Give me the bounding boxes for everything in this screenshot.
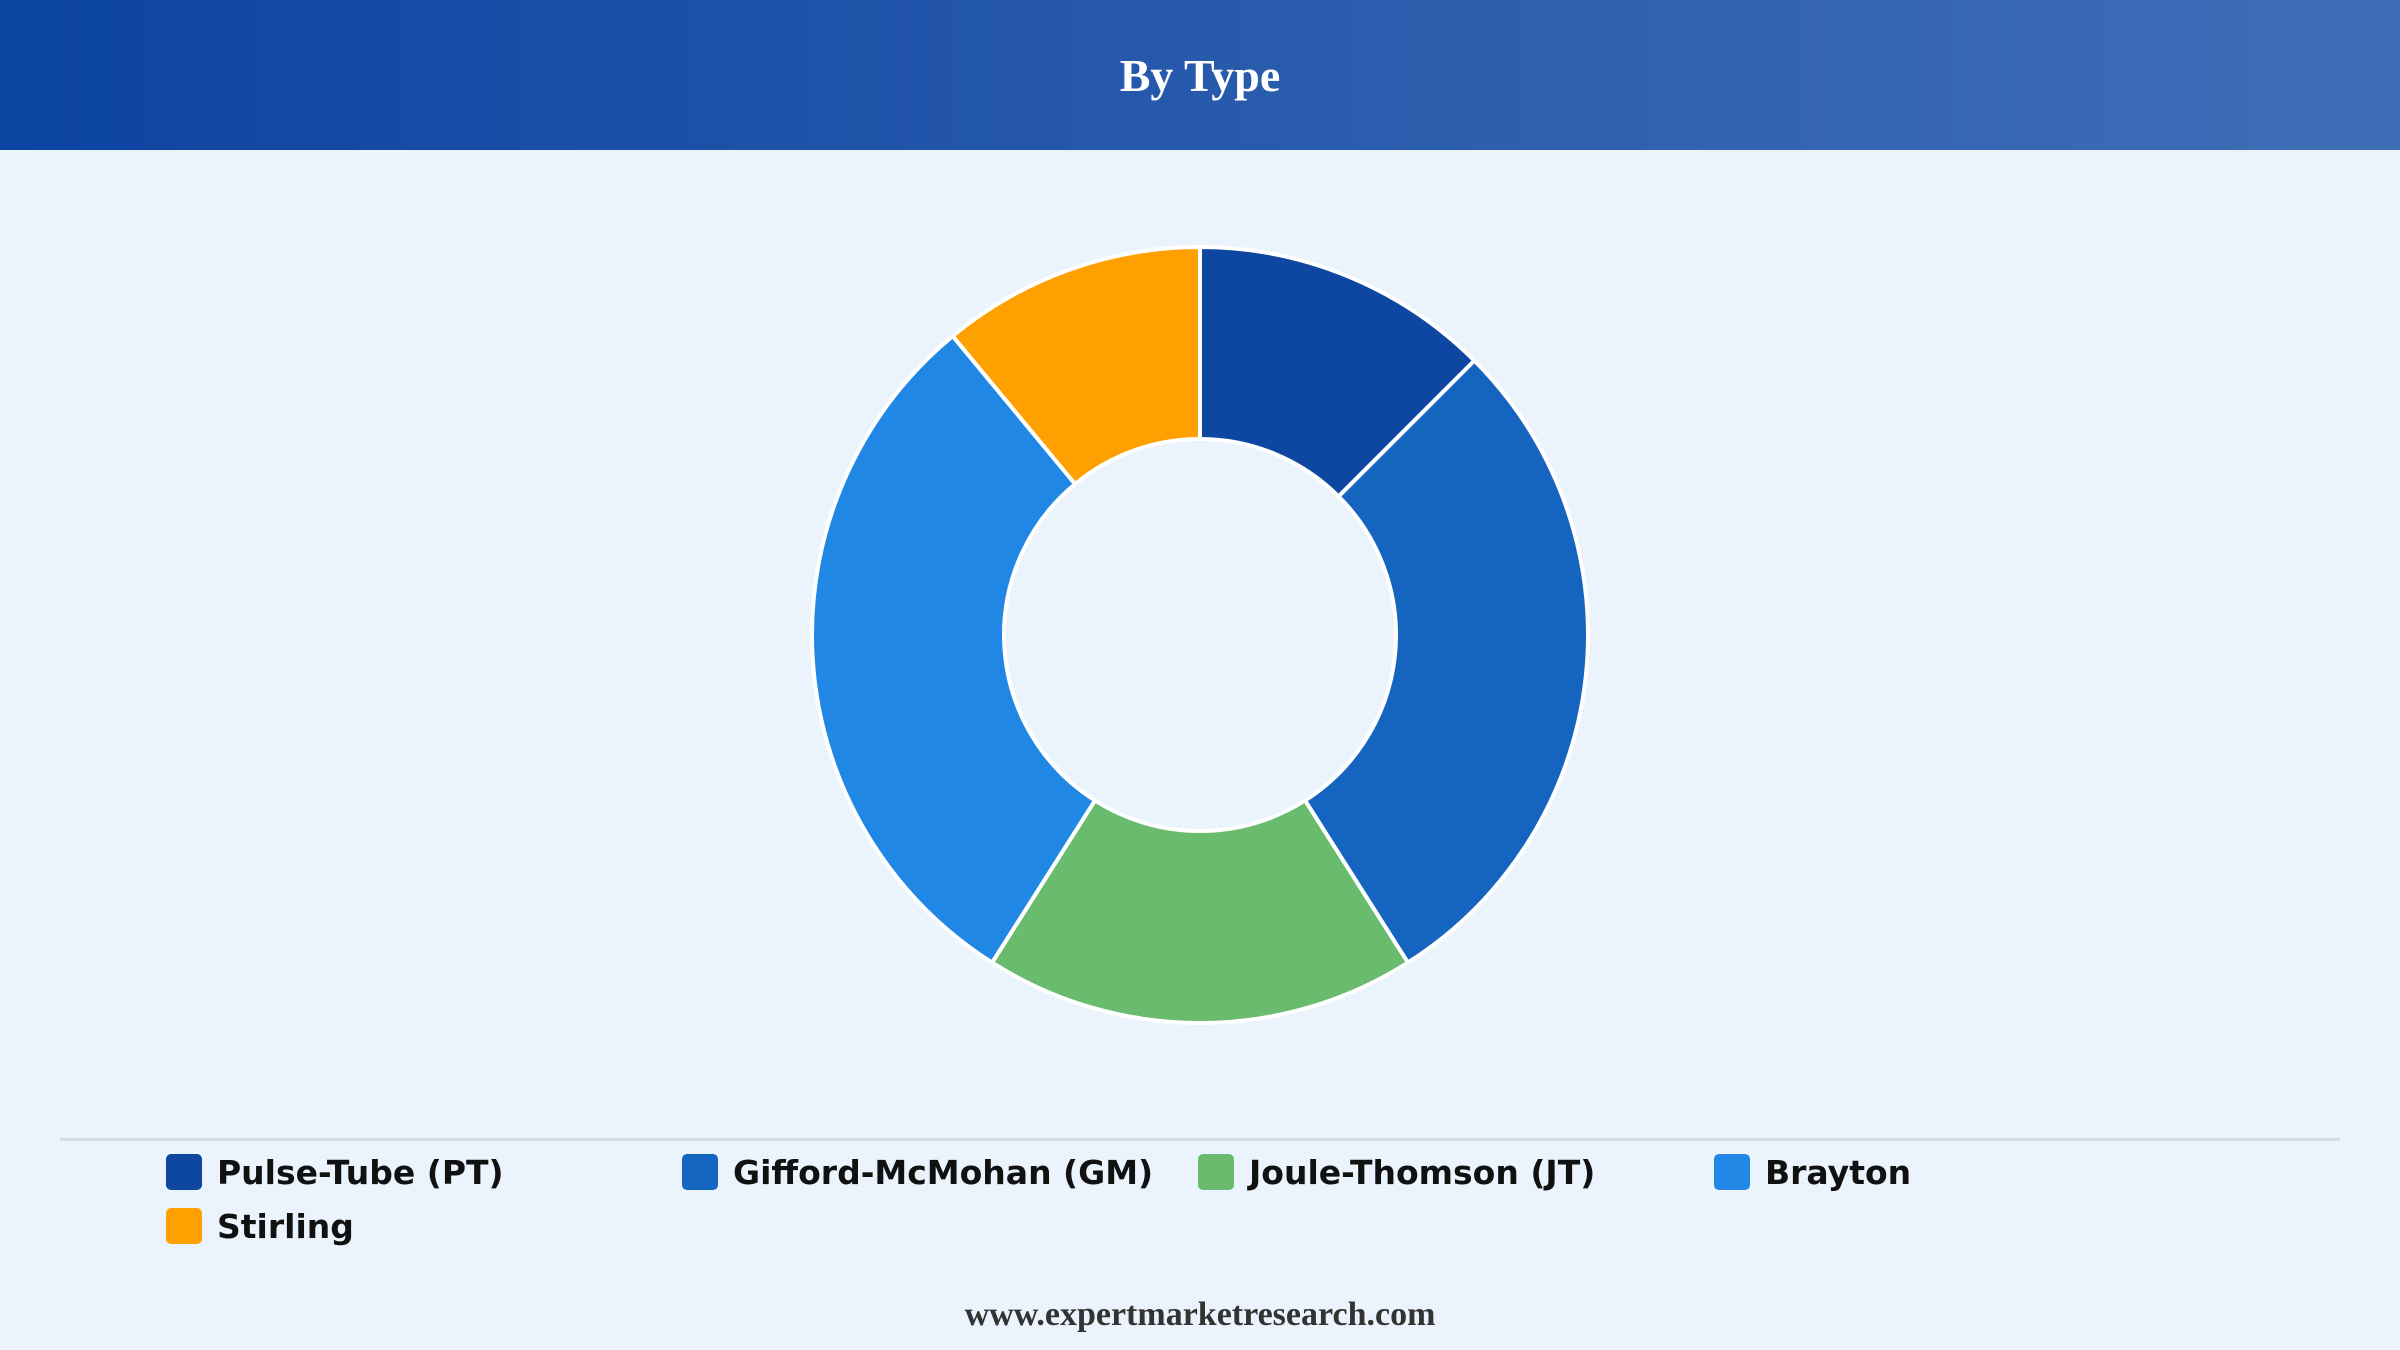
legend-item-stirling[interactable]: Stirling: [166, 1206, 682, 1246]
legend-item-brayton[interactable]: Brayton: [1714, 1152, 2230, 1192]
legend-label: Brayton: [1765, 1152, 1912, 1192]
legend-swatch: [682, 1154, 718, 1190]
legend-label: Stirling: [217, 1206, 354, 1246]
header-banner: By Type: [0, 0, 2400, 150]
legend-swatch: [166, 1208, 202, 1244]
donut-slice-brayton[interactable]: [810, 334, 1097, 965]
legend-item-gifford-mcmohan[interactable]: Gifford-McMohan (GM): [682, 1152, 1198, 1192]
donut-slice-stirling[interactable]: [950, 245, 1202, 486]
footer-watermark: www.expertmarketresearch.com: [964, 1296, 1436, 1333]
legend-label: Pulse-Tube (PT): [217, 1152, 504, 1192]
legend-swatch: [1198, 1154, 1234, 1190]
donut-slice-joule-thomson-jt[interactable]: [990, 798, 1410, 1025]
legend-swatch: [1714, 1154, 1750, 1190]
legend-divider: [60, 1138, 2340, 1141]
legend-item-joule-thomson[interactable]: Joule-Thomson (JT): [1198, 1152, 1714, 1192]
legend-swatch: [166, 1154, 202, 1190]
legend-item-pulse-tube[interactable]: Pulse-Tube (PT): [166, 1152, 682, 1192]
legend-label: Joule-Thomson (JT): [1249, 1152, 1596, 1192]
donut-chart: [810, 245, 1590, 1025]
legend-label: Gifford-McMohan (GM): [733, 1152, 1154, 1192]
donut-slice-pulse-tube-pt[interactable]: [1198, 245, 1477, 499]
chart-legend: Pulse-Tube (PT) Gifford-McMohan (GM) Jou…: [166, 1152, 2266, 1246]
chart-title: By Type: [1119, 49, 1281, 101]
donut-slice-gifford-mcmohan-gm[interactable]: [1303, 358, 1590, 965]
